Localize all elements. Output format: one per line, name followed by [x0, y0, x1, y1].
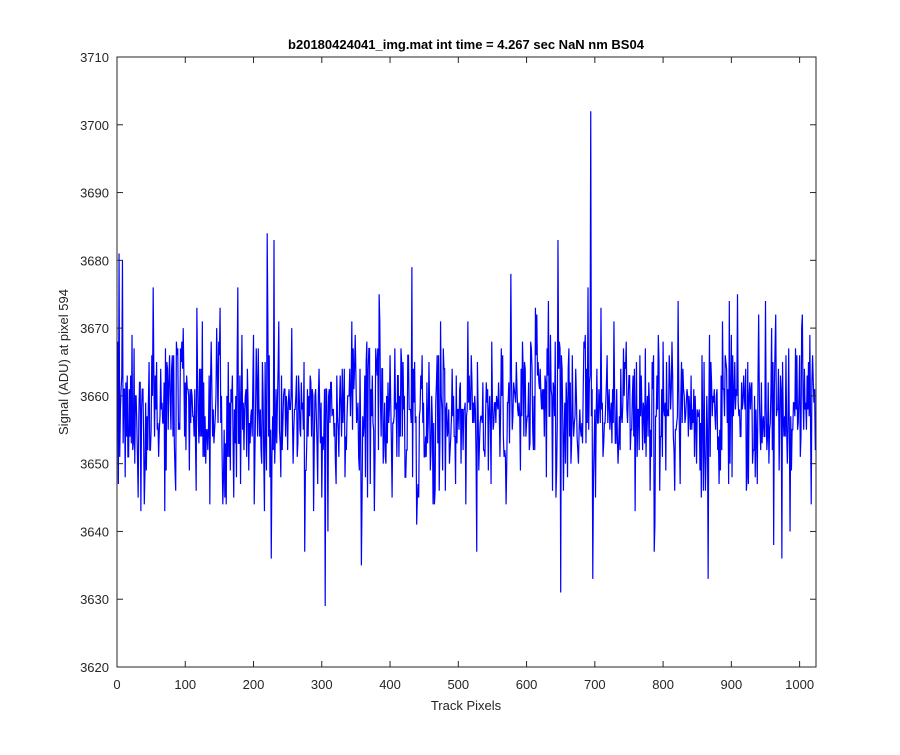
y-tick-label: 3680 — [80, 253, 109, 268]
plot-frame — [116, 56, 817, 668]
x-tick-label: 200 — [243, 677, 265, 692]
y-tick-label: 3700 — [80, 118, 109, 133]
chart-title: b20180424041_img.mat int time = 4.267 se… — [288, 37, 645, 52]
x-axis-label: Track Pixels — [431, 698, 502, 713]
x-tick-label: 400 — [379, 677, 401, 692]
y-tick-label: 3650 — [80, 457, 109, 472]
x-tick-label: 0 — [113, 677, 120, 692]
x-tick-label: 500 — [447, 677, 469, 692]
y-tick-label: 3710 — [80, 50, 109, 65]
x-tick-label: 600 — [516, 677, 538, 692]
x-axis: 0 100 200 300 400 500 600 700 800 900 1000 — [113, 57, 814, 692]
y-tick-label: 3670 — [80, 321, 109, 336]
y-tick-label: 3630 — [80, 592, 109, 607]
y-tick-label: 3620 — [80, 660, 109, 675]
trace-layer — [117, 111, 817, 607]
y-tick-label: 3690 — [80, 186, 109, 201]
series-line — [117, 111, 817, 607]
x-tick-label: 800 — [652, 677, 674, 692]
y-tick-label: 3640 — [80, 524, 109, 539]
plot-background — [117, 57, 816, 667]
y-axis-label: Signal (ADU) at pixel 594 — [56, 289, 71, 435]
y-axis: 3620 3630 3640 3650 3660 3670 3680 3690 3700 3710 — [80, 50, 816, 675]
x-tick-label: 1000 — [785, 677, 814, 692]
x-tick-label: 300 — [311, 677, 333, 692]
x-tick-label: 100 — [174, 677, 196, 692]
y-tick-label: 3660 — [80, 389, 109, 404]
x-tick-label: 900 — [721, 677, 743, 692]
x-tick-label: 700 — [584, 677, 606, 692]
